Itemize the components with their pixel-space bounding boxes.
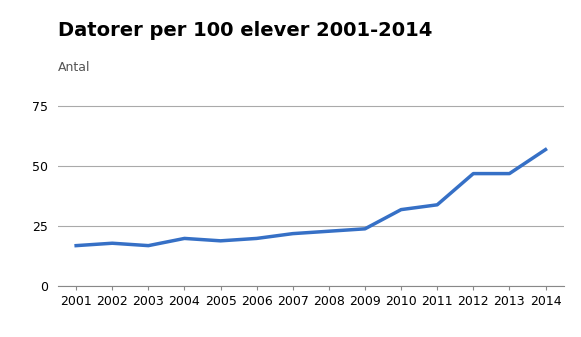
Text: Datorer per 100 elever 2001-2014: Datorer per 100 elever 2001-2014 <box>58 22 432 40</box>
Text: Antal: Antal <box>58 61 91 74</box>
